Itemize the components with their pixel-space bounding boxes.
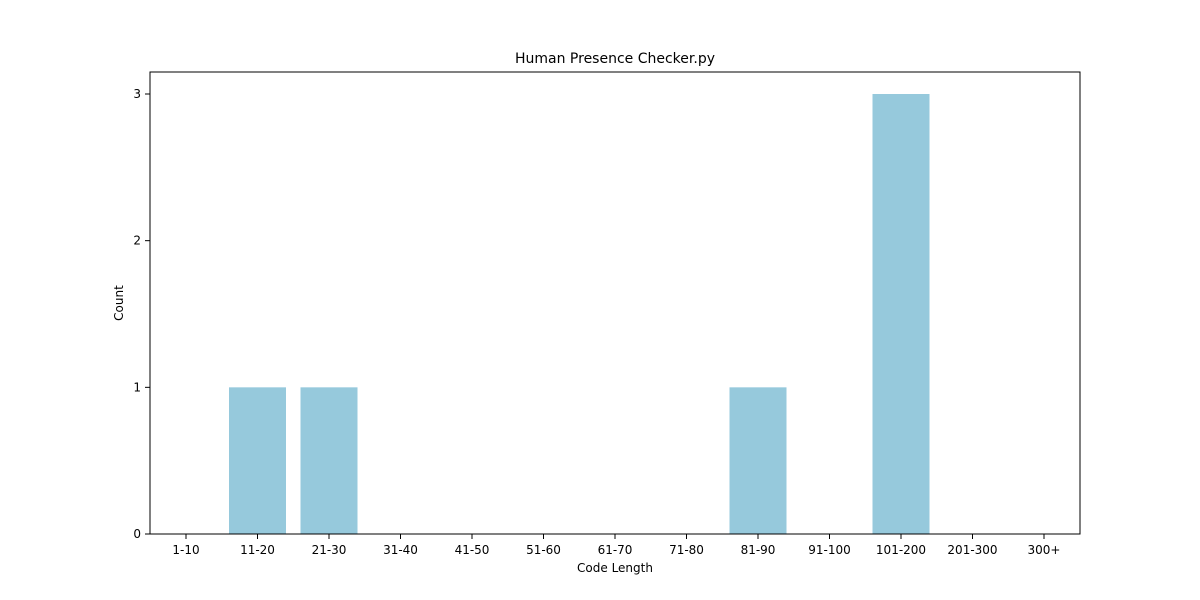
- y-tick-label: 2: [133, 234, 141, 248]
- x-tick-label: 71-80: [669, 543, 704, 557]
- bar-81-90: [729, 387, 787, 534]
- x-axis-ticks: 1-10 11-20 21-30 31-40 41-50 51-60 61-70 71-80 8…: [172, 534, 1060, 557]
- x-tick-label: 41-50: [455, 543, 490, 557]
- x-tick-label: 201-300: [947, 543, 997, 557]
- bars-group: [229, 94, 930, 534]
- x-tick-label: 11-20: [240, 543, 275, 557]
- y-axis-ticks: 0 1 2 3: [133, 87, 150, 541]
- bar-101-200: [872, 94, 930, 534]
- x-tick-label: 61-70: [598, 543, 633, 557]
- x-tick-label: 81-90: [741, 543, 776, 557]
- y-tick-label: 3: [133, 87, 141, 101]
- y-tick-label: 1: [133, 380, 141, 394]
- bar-11-20: [229, 387, 286, 534]
- x-tick-label: 51-60: [526, 543, 561, 557]
- x-tick-label: 101-200: [876, 543, 926, 557]
- y-axis-label: Count: [112, 285, 126, 321]
- x-tick-label: 300+: [1028, 543, 1061, 557]
- bar-21-30: [300, 387, 358, 534]
- x-axis-label: Code Length: [577, 561, 653, 575]
- plot-area-frame: [149, 71, 1081, 535]
- x-tick-label: 31-40: [383, 543, 418, 557]
- x-tick-label: 1-10: [172, 543, 199, 557]
- chart-title: Human Presence Checker.py: [515, 51, 715, 67]
- x-tick-label: 21-30: [312, 543, 347, 557]
- x-tick-label: 91-100: [808, 543, 851, 557]
- y-tick-label: 0: [133, 527, 141, 541]
